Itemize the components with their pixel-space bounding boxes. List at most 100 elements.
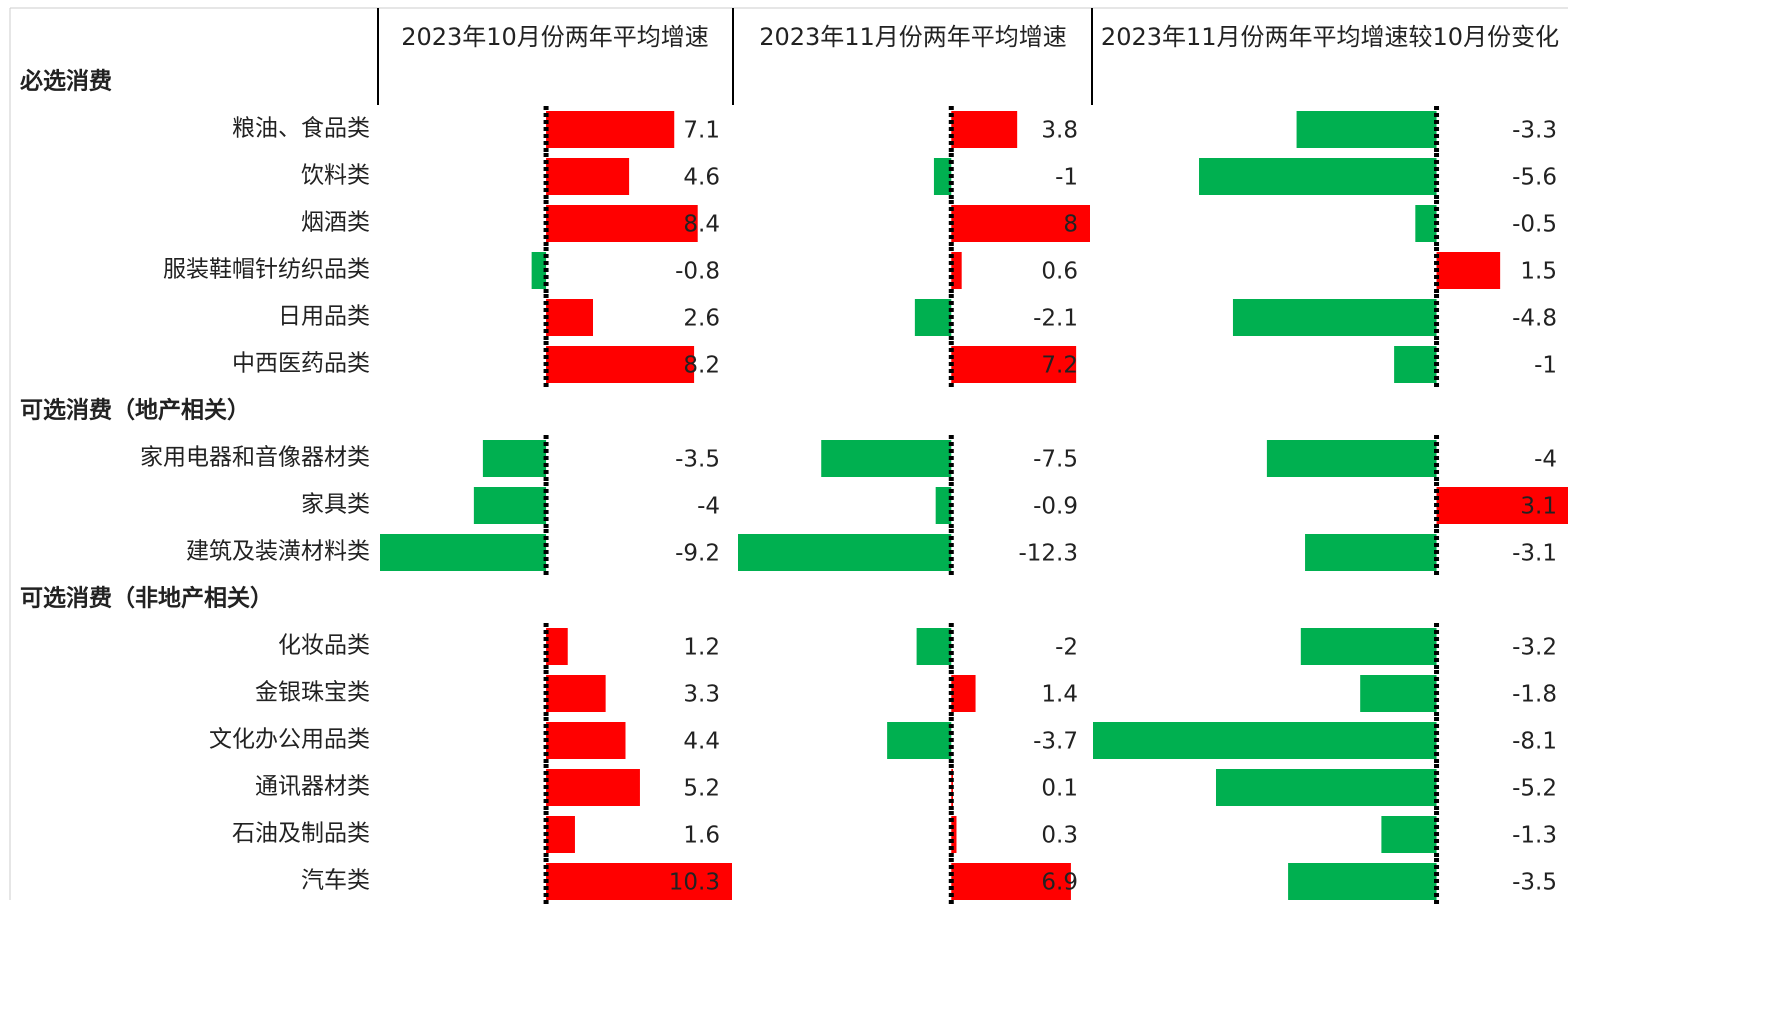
row-label: 石油及制品类 [232,821,370,847]
value-label: -3.3 [1512,118,1557,144]
data-bar [546,675,606,712]
value-label: 4.6 [683,165,720,191]
value-label: -0.8 [675,259,720,285]
value-label: 2.6 [683,306,720,332]
data-bar [1199,158,1437,195]
value-label: -0.5 [1512,212,1557,238]
value-label: 0.3 [1041,823,1078,849]
value-label: 1.2 [683,635,720,661]
data-bar [546,158,630,195]
data-bar [546,769,640,806]
data-bar [1232,299,1437,336]
value-label: -9.2 [675,541,720,567]
value-label: 3.8 [1041,118,1078,144]
data-bar [531,252,547,289]
value-label: -4.8 [1512,306,1557,332]
row-label: 服装鞋帽针纺织品类 [163,257,370,283]
data-bar [1305,534,1437,571]
data-bar [473,487,547,524]
value-label: -7.5 [1033,447,1078,473]
data-bar [546,628,568,665]
data-bar [935,487,952,524]
data-bar [1266,440,1437,477]
data-bar [951,675,976,712]
data-bar [1436,252,1501,289]
value-label: -2.1 [1033,306,1078,332]
data-bar [951,816,957,853]
data-bar [380,534,547,571]
data-bar [951,205,1090,242]
data-bar [914,299,952,336]
row-label: 粮油、食品类 [232,116,370,142]
group-label: 可选消费（非地产相关） [20,585,273,612]
data-bar [951,252,962,289]
value-label: 3.3 [683,682,720,708]
row-label: 家具类 [301,492,370,518]
value-label: 3.1 [1520,494,1557,520]
value-label: 5.2 [683,776,720,802]
row-label: 通讯器材类 [255,774,370,800]
value-label: 8.4 [683,212,720,238]
row-label: 中西医药品类 [232,351,370,377]
value-label: -1.8 [1512,682,1557,708]
row-label: 饮料类 [301,163,370,189]
column-header: 2023年11月份两年平均增速 [759,23,1067,51]
data-bar [546,205,698,242]
data-bar [1296,111,1437,148]
row-label: 化妆品类 [278,633,370,659]
value-label: 7.2 [1041,353,1078,379]
value-label: -1 [1534,353,1557,379]
row-label: 金银珠宝类 [255,680,370,706]
value-label: 1.4 [1041,682,1078,708]
value-label: -5.2 [1512,776,1557,802]
data-bar [546,299,594,336]
value-label: 4.4 [683,729,720,755]
row-label: 文化办公用品类 [209,727,370,753]
value-label: -3.5 [675,447,720,473]
data-bar [916,628,952,665]
data-bar [1215,769,1437,806]
data-bar [546,863,732,900]
column-header: 2023年10月份两年平均增速 [401,23,709,51]
value-label: -3.7 [1033,729,1078,755]
row-label: 日用品类 [278,304,370,330]
value-label: -1.3 [1512,823,1557,849]
data-bar [546,346,695,383]
data-bar [933,158,952,195]
value-label: 6.9 [1041,870,1078,896]
value-label: 0.1 [1041,776,1078,802]
data-bar [887,722,952,759]
value-label: -4 [697,494,720,520]
row-label: 汽车类 [301,868,370,894]
data-bar [1093,722,1437,759]
value-label: -3.1 [1512,541,1557,567]
data-bar [1394,346,1437,383]
group-label: 可选消费（地产相关） [20,397,250,424]
data-bar [821,440,952,477]
data-bar [951,346,1077,383]
data-bar [546,111,675,148]
value-label: 1.5 [1520,259,1557,285]
data-bar [951,111,1018,148]
value-label: -3.5 [1512,870,1557,896]
column-header: 2023年11月份两年平均增速较10月份变化 [1101,23,1559,51]
data-bar [951,863,1071,900]
value-label: -5.6 [1512,165,1557,191]
data-bar [1360,675,1437,712]
value-label: 7.1 [683,118,720,144]
value-label: -12.3 [1018,541,1078,567]
data-bar [546,722,626,759]
value-label: 1.6 [683,823,720,849]
data-bar [1381,816,1437,853]
value-label: 0.6 [1041,259,1078,285]
value-label: -4 [1534,447,1557,473]
group-label: 必选消费 [20,68,112,95]
value-label: -8.1 [1512,729,1557,755]
value-label: 10.3 [669,870,720,896]
data-bar [1300,628,1437,665]
value-label: -3.2 [1512,635,1557,661]
data-bar [1288,863,1437,900]
data-bar [1436,487,1568,524]
value-label: -0.9 [1033,494,1078,520]
